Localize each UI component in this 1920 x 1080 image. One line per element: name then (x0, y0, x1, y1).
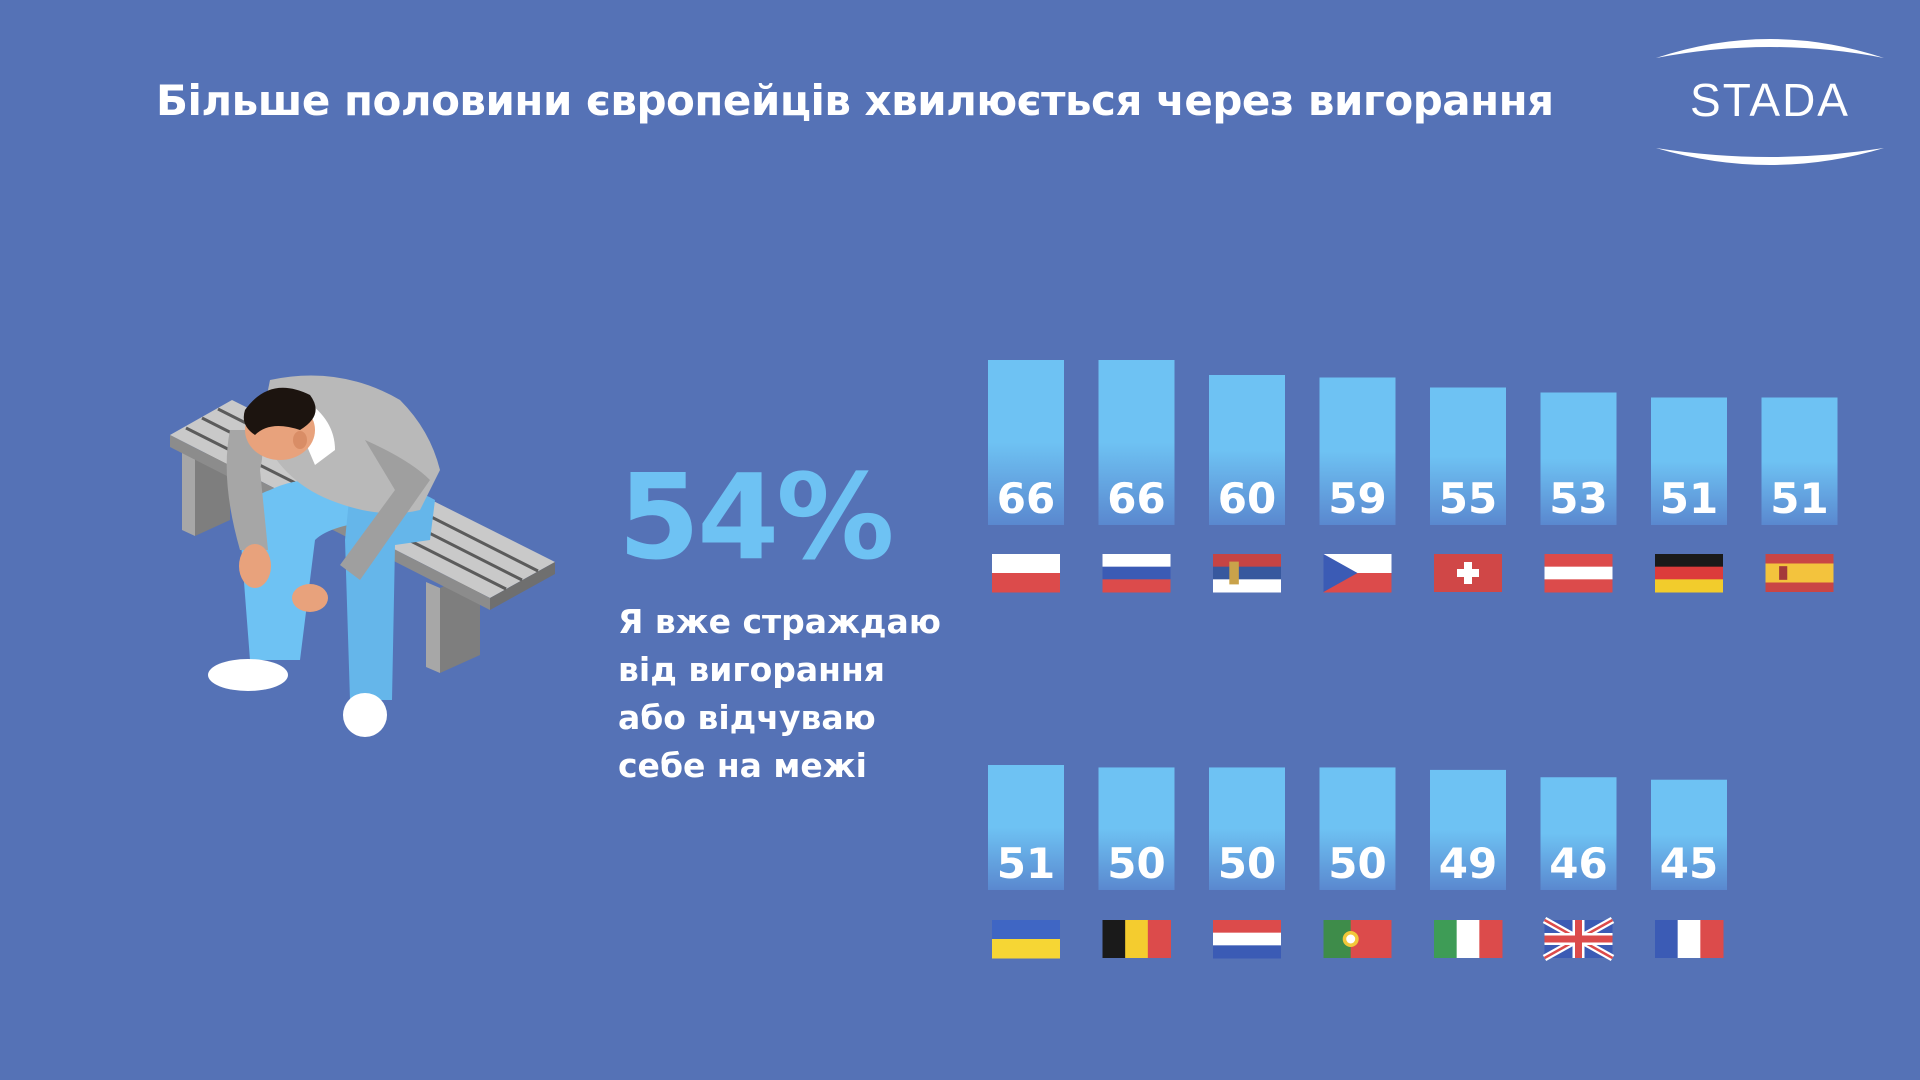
flag-spain-icon (1765, 554, 1834, 592)
flag-czech-icon (1323, 554, 1392, 593)
flag-italy-icon (1434, 920, 1503, 958)
person-ear (293, 431, 307, 449)
bar (1430, 769, 1506, 890)
bar (1098, 767, 1175, 890)
bar-value-label: 50 (1107, 839, 1165, 888)
bar (1651, 397, 1727, 525)
bar (1209, 375, 1285, 525)
flag-switzerland-icon (1434, 554, 1502, 592)
flag-poland-icon (992, 554, 1060, 593)
bar (1761, 397, 1838, 525)
person-left-leg (240, 479, 380, 660)
flag-france-icon (1655, 920, 1724, 958)
bar-value-label: 49 (1439, 839, 1497, 888)
bar (1319, 767, 1396, 890)
person-left-shoe (208, 659, 288, 691)
bar-value-label: 53 (1549, 474, 1607, 523)
logo-text: STADA (1690, 74, 1850, 126)
burnout-person-illustration (170, 375, 555, 737)
bar (1430, 387, 1506, 525)
stada-logo: STADA (1656, 39, 1884, 165)
bar (988, 360, 1064, 525)
flag-portugal-icon (1323, 920, 1392, 958)
logo-top-swoosh (1656, 39, 1884, 58)
bar-value-label: 50 (1218, 839, 1276, 888)
person-right-arm (340, 440, 430, 580)
bar-value-label: 66 (997, 474, 1055, 523)
flag-russia-icon (1102, 554, 1171, 593)
bar-value-label: 51 (1660, 474, 1718, 523)
bar-value-label: 60 (1218, 474, 1276, 523)
bar (988, 765, 1064, 890)
flag-ukraine-icon (992, 920, 1060, 959)
logo-bottom-swoosh (1656, 148, 1884, 165)
flag-serbia-icon (1213, 554, 1281, 593)
headline-caption: Я вже страждаю від вигорання або відчува… (618, 598, 948, 790)
person-right-hand (292, 584, 328, 612)
caption-line: Я вже страждаю (618, 602, 941, 641)
bar-value-label: 46 (1549, 839, 1607, 888)
bar (1651, 779, 1727, 890)
headline-percent: 54% (618, 448, 894, 586)
flag-netherlands-icon (1213, 920, 1281, 959)
bar (1319, 377, 1396, 525)
bar-value-label: 51 (997, 839, 1055, 888)
person-left-arm (226, 430, 268, 550)
caption-line: від вигорання (618, 650, 885, 689)
bar-value-label: 45 (1660, 839, 1718, 888)
bench-leg-left-side (182, 452, 195, 536)
flag-austria-icon (1544, 554, 1613, 593)
caption-line: або відчуваю (618, 698, 876, 737)
bar-value-label: 51 (1770, 474, 1828, 523)
bench-leg-right-side (426, 582, 440, 673)
person-right-shoe (343, 693, 387, 737)
flag-germany-icon (1655, 554, 1723, 593)
bar-value-label: 66 (1107, 474, 1165, 523)
bar (1098, 360, 1175, 525)
bar (1540, 777, 1617, 890)
bar-value-label: 55 (1439, 474, 1497, 523)
bar-value-label: 59 (1328, 474, 1386, 523)
person-left-hand (239, 544, 271, 588)
page-title: Більше половини європейців хвилюється че… (156, 76, 1554, 125)
bar-value-label: 50 (1328, 839, 1386, 888)
flag-uk-icon (1542, 916, 1615, 962)
person-hair (243, 387, 316, 435)
bar (1209, 767, 1285, 890)
bench-seat-edge-right (490, 562, 555, 610)
caption-line: себе на межі (618, 746, 867, 785)
bar (1540, 392, 1617, 525)
flag-belgium-icon (1102, 920, 1171, 958)
